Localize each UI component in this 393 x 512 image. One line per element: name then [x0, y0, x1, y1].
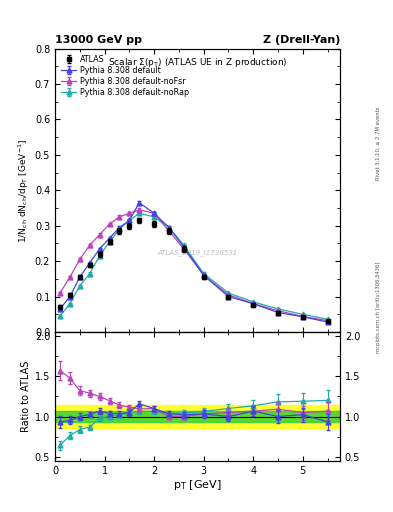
Y-axis label: 1/N$_{\mathsf{ch}}$ dN$_{\mathsf{ch}}$/dp$_{\mathsf{T}}$ [GeV$^{-1}$]: 1/N$_{\mathsf{ch}}$ dN$_{\mathsf{ch}}$/d… [16, 138, 31, 243]
X-axis label: p$_{\mathsf{T}}$ [GeV]: p$_{\mathsf{T}}$ [GeV] [173, 478, 222, 493]
Y-axis label: Ratio to ATLAS: Ratio to ATLAS [20, 361, 31, 432]
Text: mcplots.cern.ch [arXiv:1306.3436]: mcplots.cern.ch [arXiv:1306.3436] [376, 262, 380, 353]
Text: ATLAS_2019_I1736531: ATLAS_2019_I1736531 [157, 249, 238, 256]
Text: Scalar $\Sigma$(p$_{\mathsf{T}}$) (ATLAS UE in Z production): Scalar $\Sigma$(p$_{\mathsf{T}}$) (ATLAS… [108, 56, 287, 69]
Text: 13000 GeV pp: 13000 GeV pp [55, 35, 142, 45]
Legend: ATLAS, Pythia 8.308 default, Pythia 8.308 default-noFsr, Pythia 8.308 default-no: ATLAS, Pythia 8.308 default, Pythia 8.30… [59, 53, 191, 99]
Text: Rivet 3.1.10, ≥ 2.7M events: Rivet 3.1.10, ≥ 2.7M events [376, 106, 380, 180]
Text: Z (Drell-Yan): Z (Drell-Yan) [263, 35, 340, 45]
